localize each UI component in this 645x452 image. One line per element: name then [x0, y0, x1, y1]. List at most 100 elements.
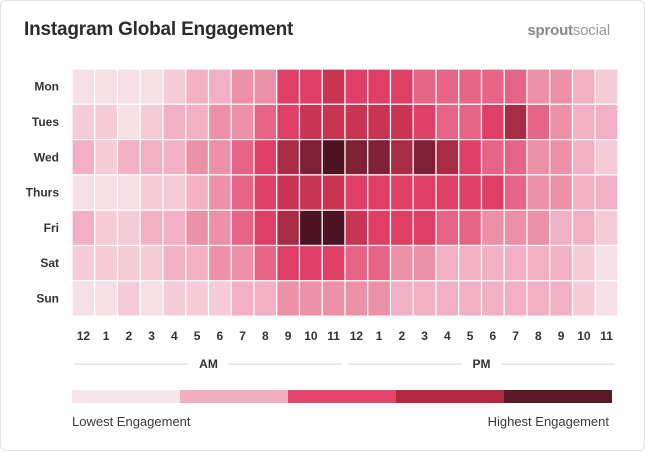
heatmap-cell	[344, 103, 369, 141]
heatmap-cell	[94, 209, 119, 247]
heatmap-cell	[367, 174, 392, 211]
heatmap-cell	[526, 68, 551, 105]
heatmap-cell	[389, 280, 414, 317]
column-label: 3	[421, 329, 428, 343]
heatmap-cell	[276, 174, 301, 211]
heatmap-cell	[412, 209, 437, 247]
heatmap-cell	[321, 209, 346, 247]
heatmap-cell	[594, 103, 619, 141]
heatmap-cell	[298, 139, 323, 176]
heatmap-cell	[367, 139, 392, 176]
column-label: 9	[558, 329, 565, 343]
heatmap-cell	[503, 209, 528, 247]
heatmap-cell	[321, 68, 346, 105]
heatmap-cell	[458, 139, 483, 176]
heatmap-cell	[367, 244, 392, 282]
heatmap-cell	[412, 280, 437, 317]
heatmap-cell	[139, 139, 164, 176]
heatmap-cell	[571, 244, 596, 282]
heatmap-cell	[276, 209, 301, 247]
column-label: 6	[490, 329, 497, 343]
column-label: 9	[285, 329, 292, 343]
heatmap-cell	[230, 103, 255, 141]
heatmap-cell	[389, 209, 414, 247]
row-label: Sun	[36, 291, 59, 305]
heatmap-cell	[94, 244, 119, 282]
legend-color-bar	[72, 390, 612, 403]
heatmap-cell	[207, 103, 232, 141]
heatmap-cell	[389, 174, 414, 211]
heatmap-cell	[230, 244, 255, 282]
heatmap-cell	[594, 68, 619, 105]
legend-swatch	[72, 390, 180, 403]
heatmap-cell	[207, 139, 232, 176]
heatmap-cell	[480, 280, 505, 317]
heatmap-cell	[71, 68, 96, 105]
heatmap-cell	[321, 244, 346, 282]
heatmap-cell	[435, 103, 460, 141]
legend-low-label: Lowest Engagement	[72, 414, 191, 429]
brand-logo: sproutsocial	[527, 22, 610, 39]
heatmap-cell	[207, 174, 232, 211]
heatmap-cell	[162, 103, 187, 141]
heatmap-cell	[435, 174, 460, 211]
heatmap-cell	[571, 209, 596, 247]
column-label: 12	[77, 329, 91, 343]
heatmap-cell	[503, 103, 528, 141]
heatmap-cell	[344, 139, 369, 176]
column-label: 4	[444, 329, 451, 343]
heatmap-cell	[253, 174, 278, 211]
heatmap-cell	[549, 244, 574, 282]
legend-high-label: Highest Engagement	[487, 414, 609, 429]
heatmap-cell	[230, 139, 255, 176]
heatmap-cell	[185, 139, 210, 176]
chart-title: Instagram Global Engagement	[24, 19, 294, 40]
column-label: 1	[103, 329, 110, 343]
column-label: 12	[350, 329, 364, 343]
heatmap-cell	[321, 174, 346, 211]
heatmap-cell	[435, 244, 460, 282]
period-label: AM	[199, 357, 218, 371]
heatmap-cell	[230, 68, 255, 105]
column-label: 11	[600, 329, 613, 343]
heatmap-cell	[458, 280, 483, 317]
heatmap-cell	[571, 68, 596, 105]
heatmap-cell	[276, 139, 301, 176]
heatmap-cell	[298, 174, 323, 211]
heatmap-cell	[276, 68, 301, 105]
heatmap-cell	[185, 174, 210, 211]
heatmap-cell	[594, 209, 619, 247]
heatmap-cell	[526, 280, 551, 317]
heatmap-cell	[571, 174, 596, 211]
heatmap-cell	[458, 174, 483, 211]
heatmap-cell	[298, 103, 323, 141]
heatmap-cell	[298, 244, 323, 282]
heatmap-cell	[549, 209, 574, 247]
brand-logo-secondary: social	[572, 22, 610, 39]
heatmap-cell	[162, 280, 187, 317]
heatmap-cell	[276, 244, 301, 282]
column-label: 1	[376, 329, 383, 343]
heatmap-cell	[276, 103, 301, 141]
row-label: Wed	[34, 150, 59, 164]
heatmap-cell	[207, 209, 232, 247]
legend-swatch	[180, 390, 288, 403]
heatmap-cell	[185, 280, 210, 317]
heatmap-cell	[116, 244, 141, 282]
heatmap-cell	[162, 174, 187, 211]
heatmap-cell	[253, 244, 278, 282]
heatmap-cell	[116, 209, 141, 247]
heatmap-cell	[549, 103, 574, 141]
heatmap-cell	[276, 280, 301, 317]
heatmap-cell	[571, 280, 596, 317]
heatmap-cell	[253, 68, 278, 105]
heatmap-cell	[503, 174, 528, 211]
heatmap-cell	[185, 244, 210, 282]
heatmap-cell	[298, 209, 323, 247]
heatmap-cell	[116, 280, 141, 317]
heatmap-cell	[207, 280, 232, 317]
heatmap-cell	[139, 103, 164, 141]
column-label: 3	[148, 329, 155, 343]
column-label: 10	[577, 329, 591, 343]
heatmap-cell	[594, 139, 619, 176]
